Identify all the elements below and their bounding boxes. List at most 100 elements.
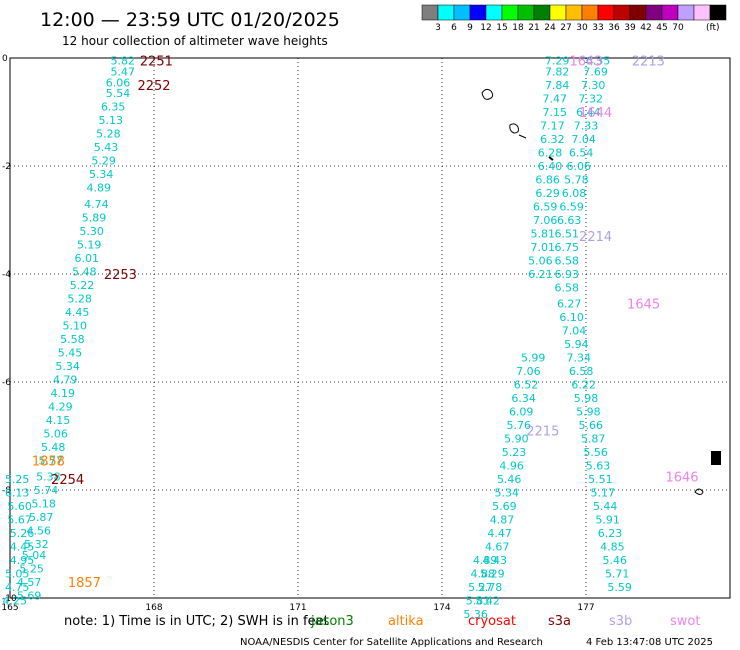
wave-height-value: 6.58 xyxy=(555,282,580,295)
wave-height-value: 5.29 xyxy=(91,155,116,168)
wave-height-value: 4.89 xyxy=(87,182,112,195)
wave-height-value: 5.27 xyxy=(468,581,493,594)
wave-height-value: 5.89 xyxy=(82,211,107,224)
wave-height-value: 4.56 xyxy=(27,525,52,538)
wave-height-value: 5.87 xyxy=(581,433,606,446)
wave-height-value: 7.01 xyxy=(531,241,556,254)
wave-height-value: 4.96 xyxy=(499,460,524,473)
wave-height-value: 5.32 xyxy=(24,538,49,551)
wave-height-value: 6.22 xyxy=(571,379,596,392)
colorbar-unit: (ft) xyxy=(706,23,720,33)
wave-height-value: 6.58 xyxy=(569,365,594,378)
wave-height-value: 5.94 xyxy=(564,338,589,351)
wave-height-value: 6.21 xyxy=(528,268,553,281)
wave-height-value: 5.69 xyxy=(17,589,42,602)
chart-title: 12:00 — 23:59 UTC 01/20/2025 xyxy=(40,9,340,31)
wave-height-value: 5.34 xyxy=(55,360,80,373)
wave-height-value: 5.76 xyxy=(507,419,532,432)
wave-height-value: 4.45 xyxy=(65,306,90,319)
wave-height-value: 5.78 xyxy=(564,174,589,187)
pass-time-label: 2215 xyxy=(526,425,559,440)
wave-height-value: 6.51 xyxy=(555,228,580,241)
wave-height-value: 6.08 xyxy=(562,187,587,200)
colorbar-legend: 3 6 9 12 15 18 21 24 27 30 33 36 39 42 45 70 xyxy=(421,4,727,33)
wave-height-value: 5.10 xyxy=(63,319,88,332)
wave-height-value: 5.45 xyxy=(58,346,83,359)
wave-height-value: 4.25 xyxy=(3,595,28,608)
island-outline xyxy=(711,451,721,465)
wave-height-value: 5.04 xyxy=(22,549,47,562)
island-outline xyxy=(509,123,519,134)
satellite-legend: jason3 altika cryosat s3a s3b swot xyxy=(310,614,700,629)
y-tick-label: -4 xyxy=(2,270,11,280)
wave-height-value: 6.59 xyxy=(559,201,584,214)
wave-height-value: 4.88 xyxy=(471,568,496,581)
island-outline xyxy=(548,156,554,161)
wave-height-value: 6.44 xyxy=(576,106,601,119)
wave-height-value: 6.52 xyxy=(514,379,539,392)
wave-height-value: 4.75 xyxy=(5,581,30,594)
wave-height-value: 5.05 xyxy=(5,568,30,581)
grid-lines xyxy=(10,58,730,598)
wave-height-value: 4.79 xyxy=(53,373,78,386)
wave-height-value: 5.19 xyxy=(77,238,102,251)
wave-height-value: 6.93 xyxy=(555,268,580,281)
wave-height-value: 5.87 xyxy=(29,511,54,524)
axis-tick-labels: 165 168 171 174 177 0 -2 -4 -6 -8 -10 xyxy=(1,54,594,613)
wave-height-value: 6.06 xyxy=(567,160,592,173)
wave-height-value: 5.51 xyxy=(588,473,613,486)
pass-time-label: 2251 xyxy=(140,55,173,70)
colorbar-label: 24 xyxy=(544,23,556,33)
wave-height-value: 5.77 xyxy=(39,454,64,467)
wave-height-value: 5.42 xyxy=(475,595,500,608)
pass-time-label: 1644 xyxy=(579,106,612,121)
pass-time-label: 1643 xyxy=(569,55,602,70)
pass-time-label: 1857 xyxy=(68,576,101,591)
x-tick-label: 174 xyxy=(433,603,450,613)
pass-time-label: 1646 xyxy=(665,471,698,486)
colorbar-label: 45 xyxy=(656,23,667,33)
wave-height-value: 7.82 xyxy=(545,66,570,79)
wave-height-value: 7.30 xyxy=(581,79,606,92)
x-tick-label: 177 xyxy=(577,603,594,613)
wave-height-value: 5.71 xyxy=(605,568,630,581)
wave-height-value: 6.32 xyxy=(540,133,565,146)
wave-height-value: 6.35 xyxy=(101,101,126,114)
wave-height-value: 6.13 xyxy=(5,487,30,500)
wave-height-value: 6.23 xyxy=(598,527,623,540)
wave-height-value: 5.43 xyxy=(94,141,119,154)
colorbar-swatch xyxy=(437,4,455,21)
wave-height-value: 5.18 xyxy=(31,498,56,511)
colorbar-swatch xyxy=(453,4,471,21)
wave-height-value: 7.15 xyxy=(543,106,568,119)
colorbar-label: 27 xyxy=(560,23,571,33)
island-outlines xyxy=(481,88,721,495)
wave-height-value: 4.74 xyxy=(84,198,109,211)
wave-height-value: 4.15 xyxy=(46,414,71,427)
wave-height-value: 5.46 xyxy=(497,473,522,486)
wave-height-value: 5.46 xyxy=(603,554,628,567)
y-tick-label: -8 xyxy=(2,486,11,496)
footer-credit: NOAA/NESDIS Center for Satellite Applica… xyxy=(240,637,543,648)
satellite-legend-jason3: jason3 xyxy=(310,614,354,629)
colorbar-swatch xyxy=(485,4,503,21)
wave-height-value: 4.29 xyxy=(48,400,73,413)
wave-height-value: 6.59 xyxy=(533,201,558,214)
colorbar-swatch xyxy=(613,4,631,21)
pass-time-label: 1645 xyxy=(627,298,660,313)
wave-height-value: 6.29 xyxy=(535,187,560,200)
colorbar-label: 9 xyxy=(467,23,473,33)
wave-height-value: 7.33 xyxy=(574,120,599,133)
wave-height-value: 5.34 xyxy=(89,168,114,181)
wave-height-value: 5.29 xyxy=(480,568,505,581)
colorbar-label: 12 xyxy=(480,23,491,33)
colorbar-label: 6 xyxy=(451,23,457,33)
satellite-legend-s3a: s3a xyxy=(548,614,571,629)
wave-height-value: 5.63 xyxy=(586,460,611,473)
satellite-legend-swot: swot xyxy=(670,614,700,629)
pass-time-label: 2253 xyxy=(104,268,137,283)
wave-height-value: 5.60 xyxy=(7,500,32,513)
wave-height-value: 7.47 xyxy=(543,93,568,106)
wave-height-value: 4.85 xyxy=(600,541,625,554)
